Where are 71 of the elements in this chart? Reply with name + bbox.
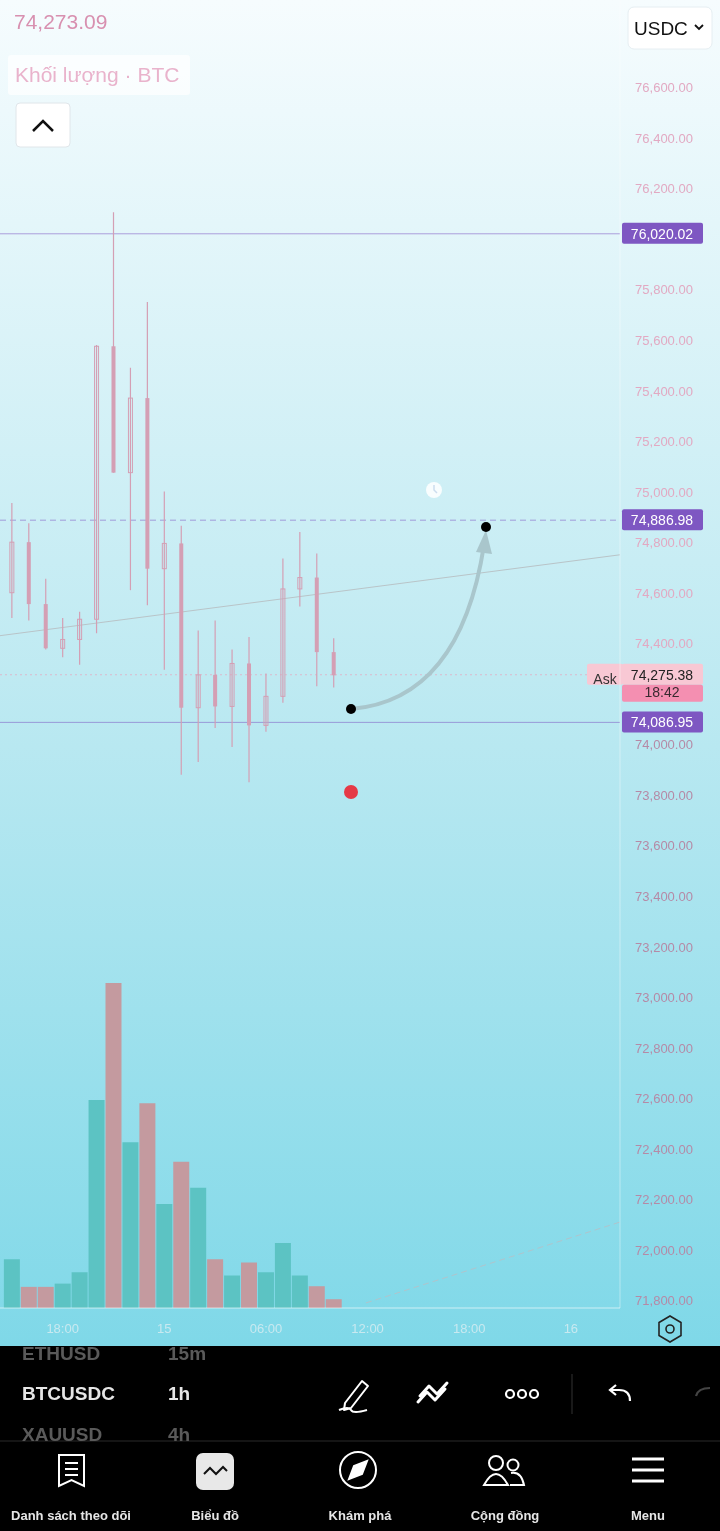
y-tick-label: 76,200.00 xyxy=(635,181,693,197)
y-tick-label: 76,400.00 xyxy=(635,130,693,146)
text: 1h xyxy=(168,1383,191,1404)
ref-line-label: 74,086.95 xyxy=(630,714,694,731)
candlestick xyxy=(127,367,133,591)
candlestick xyxy=(94,344,100,634)
candlestick xyxy=(9,502,15,619)
y-tick-label: 75,600.00 xyxy=(635,332,693,348)
text: Menu xyxy=(631,1508,666,1523)
candlestick xyxy=(229,648,235,748)
bar xyxy=(3,1259,20,1308)
bar xyxy=(190,1187,207,1308)
x-tick-label: 12:00 xyxy=(351,1321,384,1336)
bar xyxy=(105,983,122,1308)
candlestick xyxy=(280,557,286,704)
y-tick-label: 73,000.00 xyxy=(635,990,693,1006)
y-tick-label: 72,800.00 xyxy=(635,1040,693,1056)
text: BTCUSDC xyxy=(22,1383,116,1404)
x-tick-label: 16 xyxy=(563,1321,579,1336)
y-tick-label: 76,600.00 xyxy=(635,80,693,96)
y-tick-label: 74,000.00 xyxy=(635,737,693,753)
y-tick-label: 72,400.00 xyxy=(635,1141,693,1157)
y-tick-label: 72,200.00 xyxy=(635,1192,693,1208)
candlestick xyxy=(263,672,269,733)
y-tick-label: 75,000.00 xyxy=(635,484,693,500)
candlestick xyxy=(297,531,303,608)
bar xyxy=(173,1161,190,1308)
y-axis-title: USDC xyxy=(634,18,688,39)
bar xyxy=(156,1204,173,1308)
x-tick-label: 18:00 xyxy=(46,1321,79,1336)
y-tick-label: 73,600.00 xyxy=(635,838,693,854)
y-tick-label: 73,800.00 xyxy=(635,787,693,803)
text: ETHUSD xyxy=(22,1343,101,1364)
text: Biểu đồ xyxy=(191,1508,239,1523)
annotation: 74,273.09 xyxy=(14,10,108,33)
text: XAUUSD xyxy=(22,1424,103,1445)
bar xyxy=(139,1103,156,1308)
text: Khám phá xyxy=(328,1508,393,1523)
text: Cộng đồng xyxy=(470,1508,540,1523)
y-tick-label: 74,800.00 xyxy=(635,535,693,551)
bar xyxy=(122,1142,139,1308)
y-tick-label: 73,200.00 xyxy=(635,939,693,955)
text: 4h xyxy=(168,1424,191,1445)
x-tick-label: 06:00 xyxy=(249,1321,283,1336)
candlestick xyxy=(331,637,336,689)
text: 18:42 xyxy=(644,684,680,700)
text: 15m xyxy=(168,1343,207,1364)
chart-title: Khối lượng · BTC xyxy=(15,63,180,86)
annotation: Ask xyxy=(593,671,618,687)
y-tick-label: 72,000.00 xyxy=(635,1242,693,1258)
y-tick-label: 73,400.00 xyxy=(635,889,693,905)
y-tick-label: 72,600.00 xyxy=(635,1091,693,1107)
text: Danh sách theo dõi xyxy=(11,1508,131,1523)
y-tick-label: 71,800.00 xyxy=(635,1293,693,1309)
x-tick-label: 15 xyxy=(157,1321,172,1336)
bar xyxy=(224,1275,241,1308)
x-tick-label: 18:00 xyxy=(452,1321,486,1336)
candlestick xyxy=(60,617,66,658)
candlestick xyxy=(161,491,167,671)
y-tick-label: 75,400.00 xyxy=(635,383,693,399)
bar xyxy=(207,1259,224,1308)
y-tick-label: 74,600.00 xyxy=(635,585,693,601)
y-tick-label: 75,200.00 xyxy=(635,434,693,450)
ref-line-label: 74,886.98 xyxy=(630,512,694,529)
ref-line-label: 74,275.38 xyxy=(630,666,694,683)
ref-line-label: 76,020.02 xyxy=(630,225,694,242)
candlestick xyxy=(77,611,83,666)
bar xyxy=(241,1262,258,1308)
y-tick-label: 74,400.00 xyxy=(635,636,693,652)
candlestick xyxy=(195,630,201,763)
y-tick-label: 75,800.00 xyxy=(635,282,693,298)
